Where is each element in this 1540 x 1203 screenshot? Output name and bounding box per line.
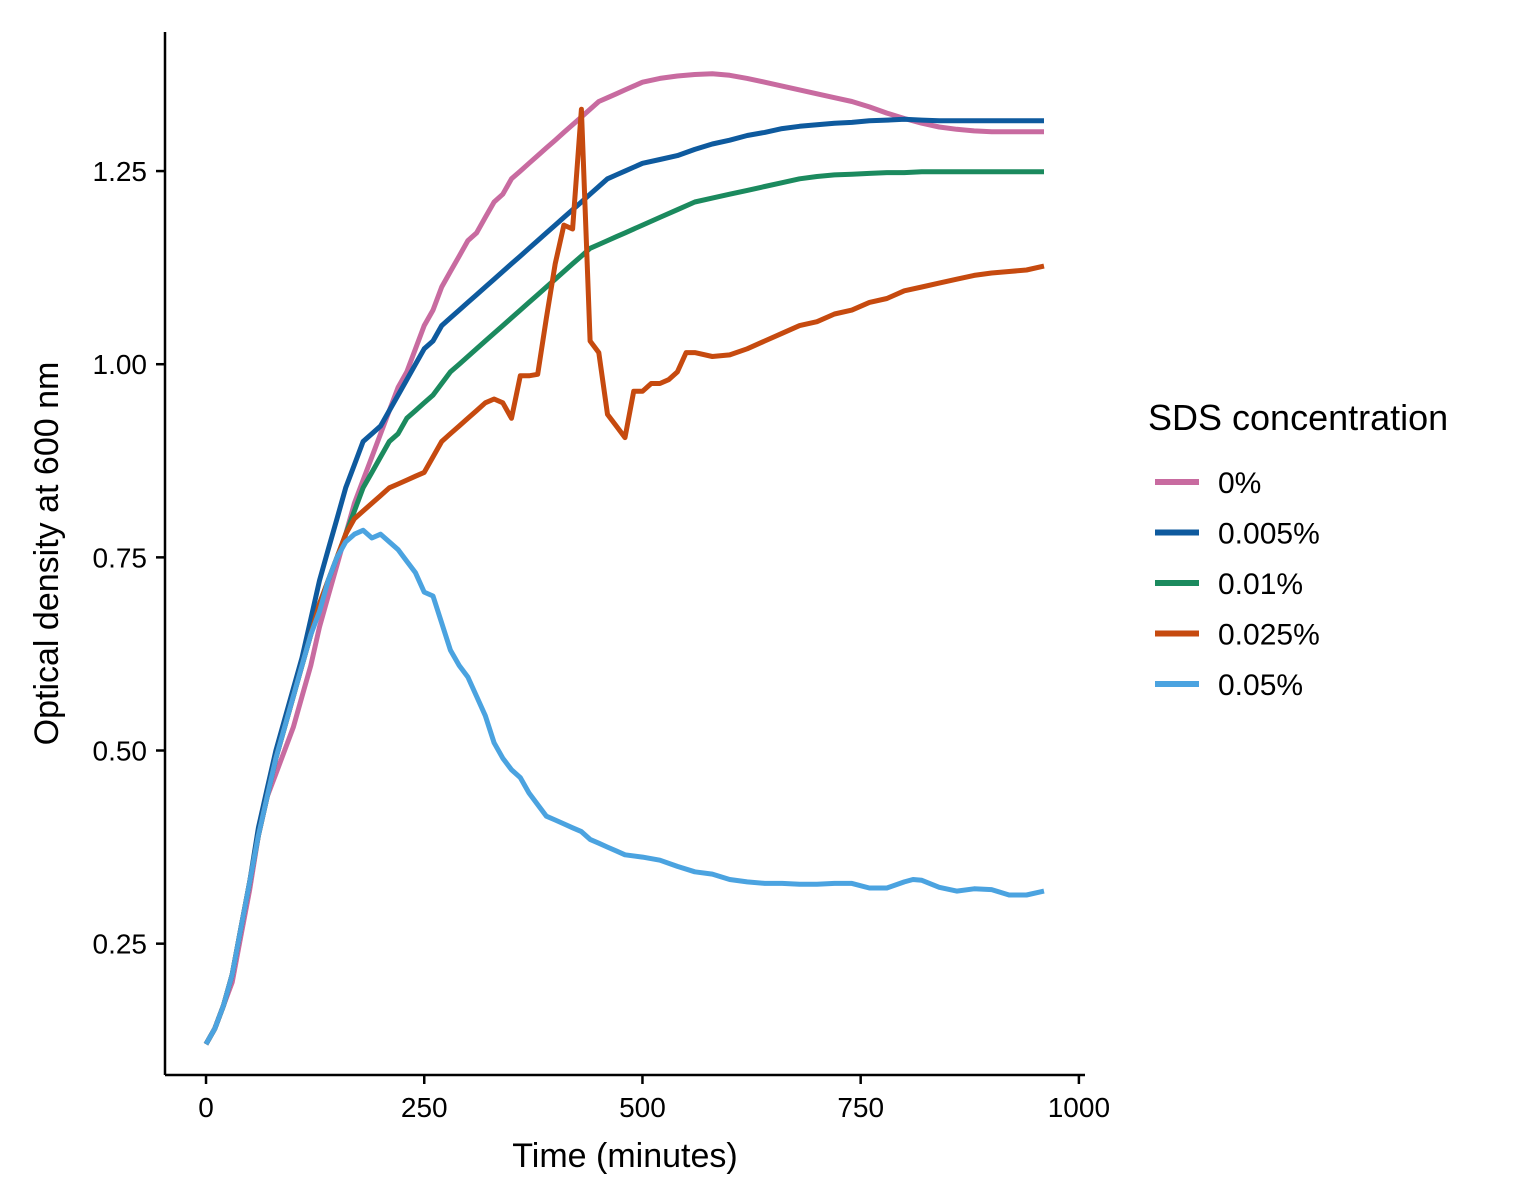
x-tick-label: 0 <box>198 1092 214 1123</box>
y-axis-title: Optical density at 600 nm <box>28 362 66 746</box>
x-tick-label: 1000 <box>1048 1092 1110 1123</box>
legend-label: 0.01% <box>1218 568 1303 601</box>
series-line-4 <box>203 527 1045 1046</box>
y-ticks: 0.25 0.50 0.75 1.00 1.25 <box>93 156 165 960</box>
legend: SDS concentration 0% 0.005% 0.01% 0.025% 0.0… <box>1148 397 1448 702</box>
x-ticks: 0 250 500 750 1000 <box>198 1075 1110 1123</box>
legend-items: 0% 0.005% 0.01% 0.025% 0.05% <box>1155 467 1320 702</box>
x-tick-label: 750 <box>837 1092 884 1123</box>
plot-area: 0.25 0.50 0.75 1.00 1.25 0 250 500 750 1000 <box>93 32 1110 1123</box>
legend-label: 0.025% <box>1218 619 1320 652</box>
series-line-2 <box>203 169 1044 1046</box>
y-tick-label: 0.25 <box>93 929 148 960</box>
y-tick-label: 0.75 <box>93 542 148 573</box>
legend-label: 0.005% <box>1218 518 1320 551</box>
legend-item: 0.005% <box>1155 518 1320 551</box>
legend-label: 0% <box>1218 467 1261 500</box>
x-tick-label: 500 <box>619 1092 666 1123</box>
series-line-1 <box>203 116 1044 1046</box>
legend-item: 0.025% <box>1155 619 1320 652</box>
y-tick-label: 1.25 <box>93 156 148 187</box>
legend-item: 0.01% <box>1155 568 1303 601</box>
legend-title: SDS concentration <box>1148 397 1448 438</box>
legend-item: 0% <box>1155 467 1261 500</box>
series-line-0 <box>203 71 1044 1046</box>
x-tick-label: 250 <box>401 1092 448 1123</box>
x-axis-title: Time (minutes) <box>512 1137 737 1175</box>
y-tick-label: 0.50 <box>93 736 148 767</box>
series-lines <box>203 71 1045 1046</box>
legend-item: 0.05% <box>1155 669 1303 702</box>
y-tick-label: 1.00 <box>93 349 148 380</box>
legend-label: 0.05% <box>1218 669 1303 702</box>
